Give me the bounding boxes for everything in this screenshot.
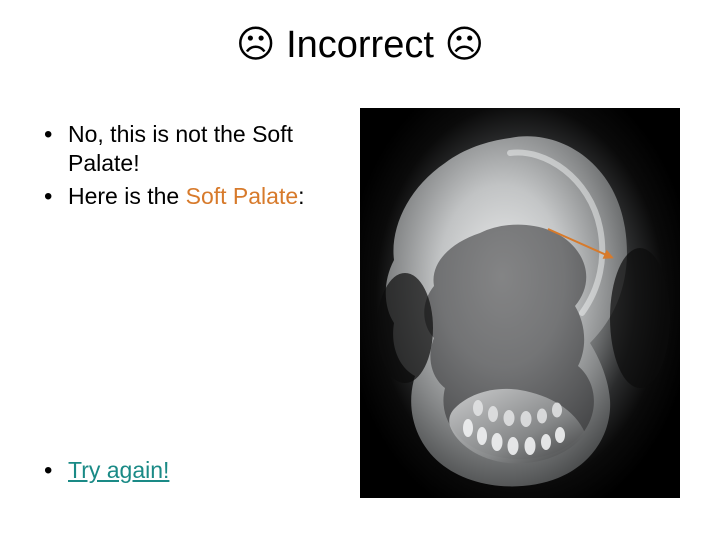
- bullet-text: Here is the: [68, 183, 186, 209]
- bullet-text: :: [298, 183, 304, 209]
- sad-face-icon: ☹: [444, 24, 484, 66]
- bullet-list: No, this is not the Soft Palate! Here is…: [40, 120, 350, 210]
- try-again-link[interactable]: Try again!: [68, 457, 169, 483]
- list-item: No, this is not the Soft Palate!: [40, 120, 350, 178]
- bullet-text: No, this is not the Soft Palate!: [68, 121, 293, 176]
- xray-image: [360, 108, 680, 498]
- content-area: No, this is not the Soft Palate! Here is…: [40, 120, 680, 520]
- sad-face-icon: ☹: [236, 24, 276, 66]
- highlight-text: Soft Palate: [186, 183, 299, 209]
- list-item: Here is the Soft Palate:: [40, 182, 350, 211]
- title-text: Incorrect: [286, 24, 434, 66]
- try-again-row: Try again!: [40, 457, 350, 484]
- text-column: No, this is not the Soft Palate! Here is…: [40, 120, 350, 214]
- page-title: ☹ Incorrect ☹: [0, 0, 720, 67]
- xray-svg: [360, 108, 680, 498]
